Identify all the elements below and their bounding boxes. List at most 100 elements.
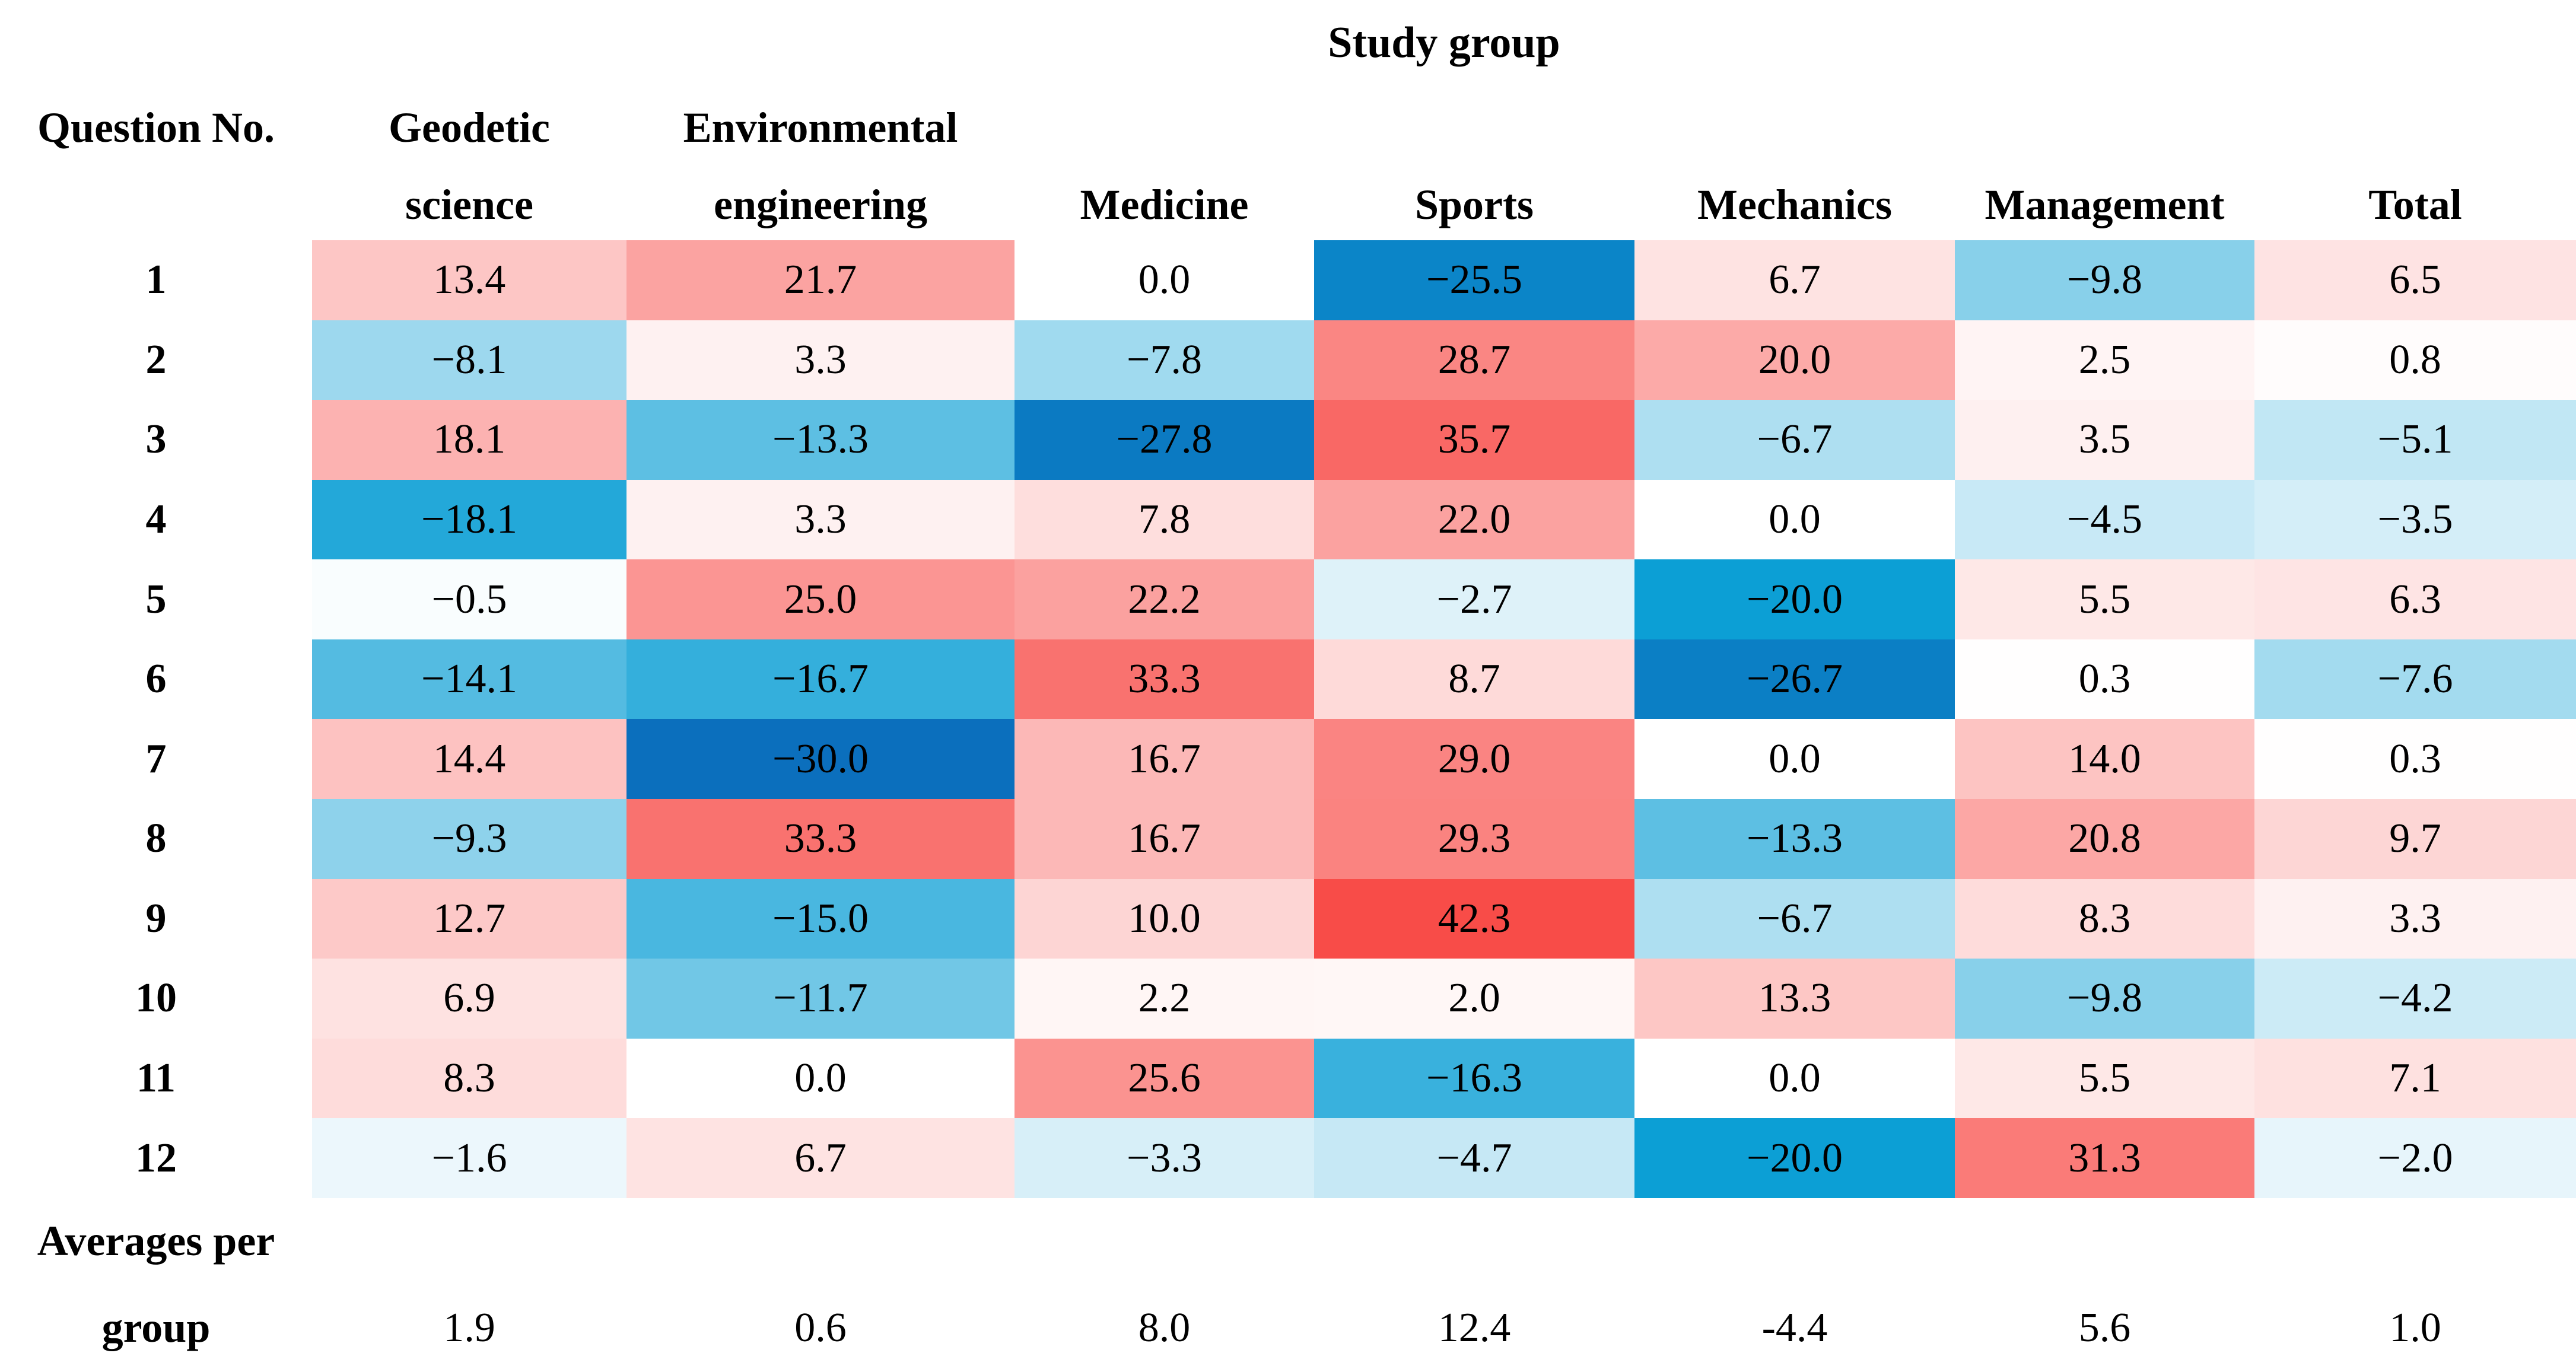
row-label-12: 12 xyxy=(0,1118,312,1198)
heatmap-cell: 0.0 xyxy=(1634,1038,1955,1119)
heatmap-cell: 6.7 xyxy=(626,1118,1015,1198)
heatmap-cell: −7.8 xyxy=(1015,320,1314,400)
row-label-5: 5 xyxy=(0,559,312,639)
heatmap-cell: 6.3 xyxy=(2254,559,2576,639)
heatmap-cell: −26.7 xyxy=(1634,639,1955,720)
heatmap-cell: 5.5 xyxy=(1955,1038,2254,1119)
heatmap-cell: 22.0 xyxy=(1314,479,1634,560)
heatmap-cell: 25.6 xyxy=(1015,1038,1314,1119)
column-header-question-no: Question No. xyxy=(37,103,275,151)
heatmap-cell: −30.0 xyxy=(626,719,1015,800)
row-label-1: 1 xyxy=(0,240,312,320)
heatmap-cell: −4.2 xyxy=(2254,959,2576,1039)
heatmap-cell: 5.5 xyxy=(1955,559,2254,639)
heatmap-cell: −25.5 xyxy=(1314,240,1634,320)
heatmap-cell: 0.8 xyxy=(2254,320,2576,400)
heatmap-cell: −13.3 xyxy=(626,400,1015,480)
heatmap-cell: 3.5 xyxy=(1955,400,2254,480)
heatmap-cell: 7.8 xyxy=(1015,479,1314,560)
heatmap-cell: −20.0 xyxy=(1634,559,1955,639)
heatmap-cell: −2.0 xyxy=(2254,1118,2576,1198)
heatmap-cell: 8.3 xyxy=(1955,878,2254,959)
average-value: 0.6 xyxy=(626,1284,1015,1372)
heatmap-cell: 0.0 xyxy=(1634,479,1955,560)
average-value: 8.0 xyxy=(1015,1284,1314,1372)
heatmap-cell: 12.7 xyxy=(312,878,626,959)
heatmap-cell: 6.7 xyxy=(1634,240,1955,320)
row-label-9: 9 xyxy=(0,878,312,959)
average-value: 1.9 xyxy=(312,1284,626,1372)
column-header-environmental-engineering-line2: engineering xyxy=(714,180,927,228)
heatmap-cell: 2.5 xyxy=(1955,320,2254,400)
heatmap-cell: 14.4 xyxy=(312,719,626,800)
heatmap-cell: 0.3 xyxy=(2254,719,2576,800)
heatmap-cell: −13.3 xyxy=(1634,799,1955,879)
column-header-sports: Sports xyxy=(1414,180,1534,228)
heatmap-cell: 18.1 xyxy=(312,400,626,480)
heatmap-cell: 33.3 xyxy=(626,799,1015,879)
heatmap-cell: 8.7 xyxy=(1314,639,1634,720)
heatmap-cell: 2.0 xyxy=(1314,959,1634,1039)
heatmap-cell: −27.8 xyxy=(1015,400,1314,480)
heatmap-cell: 20.8 xyxy=(1955,799,2254,879)
row-label-10: 10 xyxy=(0,959,312,1039)
average-value: 12.4 xyxy=(1314,1284,1634,1372)
row-label-11: 11 xyxy=(0,1038,312,1119)
heatmap-cell: −11.7 xyxy=(626,959,1015,1039)
heatmap-cell: 3.3 xyxy=(2254,878,2576,959)
heatmap-cell: 31.3 xyxy=(1955,1118,2254,1198)
row-label-7: 7 xyxy=(0,719,312,800)
heatmap-cell: 29.3 xyxy=(1314,799,1634,879)
heatmap-cell: −3.5 xyxy=(2254,479,2576,560)
heatmap-cell: 21.7 xyxy=(626,240,1015,320)
heatmap-cell: 13.3 xyxy=(1634,959,1955,1039)
heatmap-cell: −4.7 xyxy=(1314,1118,1634,1198)
chart-title: Study group xyxy=(1328,18,1560,67)
heatmap-cell: −0.5 xyxy=(312,559,626,639)
heatmap-cell: 7.1 xyxy=(2254,1038,2576,1119)
heatmap-cell: −20.0 xyxy=(1634,1118,1955,1198)
heatmap-cell: 0.0 xyxy=(1015,240,1314,320)
heatmap-cell: 14.0 xyxy=(1955,719,2254,800)
row-label-8: 8 xyxy=(0,799,312,879)
averages-label-line2: group xyxy=(0,1284,312,1372)
heatmap-cell: 20.0 xyxy=(1634,320,1955,400)
heatmap-cell: 25.0 xyxy=(626,559,1015,639)
heatmap-cell: −5.1 xyxy=(2254,400,2576,480)
row-label-2: 2 xyxy=(0,320,312,400)
heatmap-cell: 16.7 xyxy=(1015,799,1314,879)
column-header-mechanics: Mechanics xyxy=(1697,180,1892,228)
heatmap-cell: 6.9 xyxy=(312,959,626,1039)
heatmap-cell: −14.1 xyxy=(312,639,626,720)
heatmap-cell: −16.7 xyxy=(626,639,1015,720)
average-value: -4.4 xyxy=(1634,1284,1955,1372)
heatmap-cell: 3.3 xyxy=(626,479,1015,560)
heatmap-cell: −1.6 xyxy=(312,1118,626,1198)
row-label-4: 4 xyxy=(0,479,312,560)
column-header-geodetic-science-line1: Geodetic xyxy=(389,103,550,151)
heatmap-cell: 29.0 xyxy=(1314,719,1634,800)
heatmap-cell: 9.7 xyxy=(2254,799,2576,879)
heatmap-cell: −9.8 xyxy=(1955,959,2254,1039)
heatmap-cell: −15.0 xyxy=(626,878,1015,959)
heatmap-cell: 0.3 xyxy=(1955,639,2254,720)
average-value: 5.6 xyxy=(1955,1284,2254,1372)
heatmap-cell: 16.7 xyxy=(1015,719,1314,800)
heatmap-cell: −9.3 xyxy=(312,799,626,879)
row-label-3: 3 xyxy=(0,400,312,480)
column-header-environmental-engineering-line1: Environmental xyxy=(683,103,958,151)
averages-label-line1: Averages per xyxy=(0,1198,312,1284)
heatmap-cell: 3.3 xyxy=(626,320,1015,400)
heatmap-cell: 13.4 xyxy=(312,240,626,320)
heatmap-cell: 8.3 xyxy=(312,1038,626,1119)
heatmap-cell: 0.0 xyxy=(626,1038,1015,1119)
column-header-medicine: Medicine xyxy=(1080,180,1249,228)
heatmap-cell: 10.0 xyxy=(1015,878,1314,959)
average-value: 1.0 xyxy=(2254,1284,2576,1372)
column-header-total: Total xyxy=(2368,180,2462,228)
column-header-geodetic-science-line2: science xyxy=(405,180,533,228)
heatmap-cell: 2.2 xyxy=(1015,959,1314,1039)
heatmap-cell: −6.7 xyxy=(1634,400,1955,480)
